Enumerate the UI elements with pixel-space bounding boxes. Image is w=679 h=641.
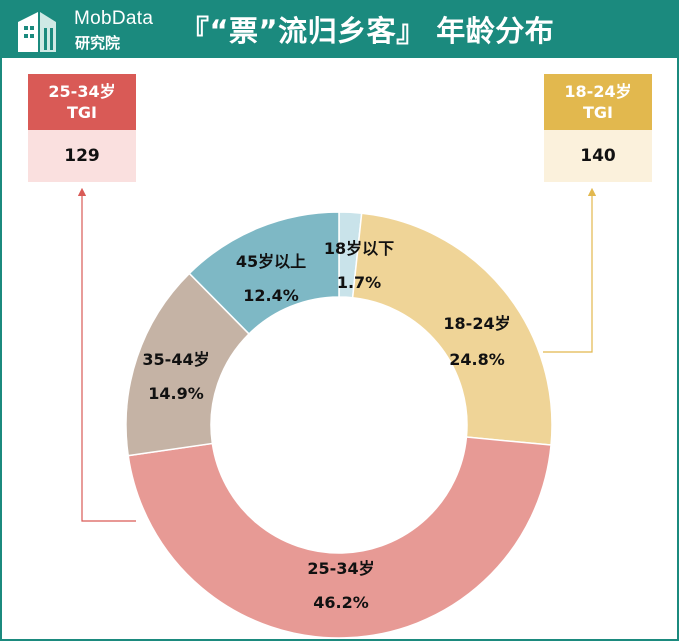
donut-slice-1 [351,212,553,446]
donut-slice-4 [188,211,340,335]
slice-value-label: 24.8% [449,350,505,369]
tgi-card-age-label: 25-34岁 [48,82,116,101]
tgi-card-header: 25-34岁 TGI [28,74,136,130]
tgi-card-value: 140 [544,130,652,182]
slice-category-label: 25-34岁 [307,559,374,578]
tgi-card-value: 129 [28,130,136,182]
brand-name: MobData [74,8,154,29]
slice-value-label: 14.9% [148,384,204,403]
slice-category-label: 18岁以下 [324,239,394,258]
slice-value-label: 1.7% [337,273,381,292]
header-bar: MobData 研究院 『“票”流归乡客』 年龄分布 [2,2,677,58]
tgi-card-18-24: 18-24岁 TGI 140 [544,74,652,182]
building-logo-icon [18,12,56,52]
slice-value-label: 12.4% [243,286,299,305]
tgi-card-header: 18-24岁 TGI [544,74,652,130]
connector-line-25-34 [77,187,136,522]
tgi-card-25-34: 25-34岁 TGI 129 [28,74,136,182]
tgi-card-age-label: 18-24岁 [564,82,632,101]
donut-slice-2 [127,436,552,639]
slice-value-label: 46.2% [313,593,369,612]
tgi-card-tgi-label: TGI [67,103,97,122]
page-title: 『“票”流归乡客』 年龄分布 [180,14,555,48]
connector-line-18-24 [543,187,597,353]
slice-category-label: 35-44岁 [142,350,209,369]
brand-subtitle: 研究院 [75,34,121,52]
slice-category-label: 18-24岁 [443,314,510,333]
slice-category-label: 45岁以上 [236,252,306,271]
tgi-card-tgi-label: TGI [583,103,613,122]
